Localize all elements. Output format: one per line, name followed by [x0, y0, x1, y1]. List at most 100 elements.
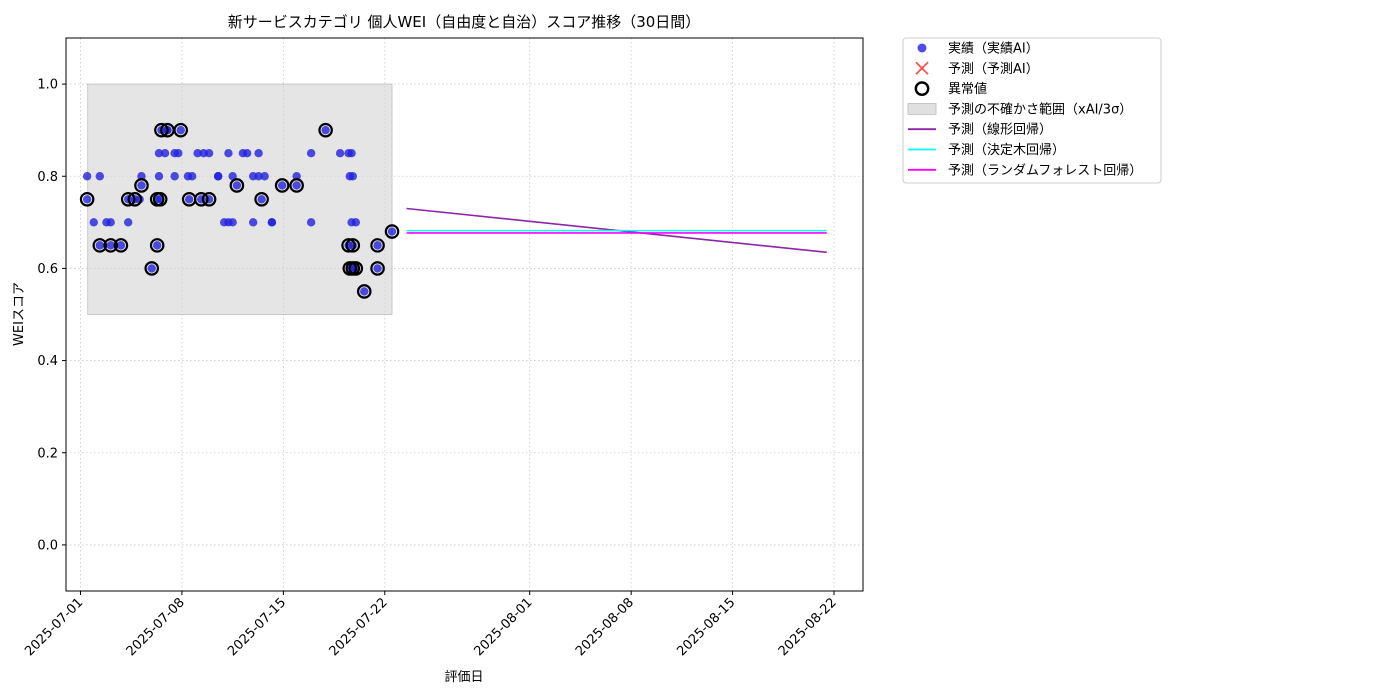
data-point — [204, 149, 214, 158]
x-tick-label: 2025-08-08 — [573, 595, 637, 659]
data-point — [224, 149, 233, 158]
data-point — [335, 149, 345, 158]
plot-frame — [65, 37, 864, 592]
actual-points — [82, 125, 397, 296]
anomaly-marker — [356, 284, 372, 299]
data-point — [116, 241, 126, 250]
y-tick-label: 0.2 — [37, 446, 58, 461]
data-point — [154, 149, 164, 158]
anomaly-marker — [149, 238, 165, 253]
anomaly-marker — [103, 238, 118, 253]
data-point — [174, 149, 183, 158]
anomaly-markers — [79, 122, 400, 299]
data-point — [137, 181, 146, 190]
anomaly-marker — [154, 122, 169, 138]
data-point — [267, 218, 277, 227]
anomaly-marker — [152, 191, 168, 207]
y-axis-label: WEIスコア — [12, 282, 27, 346]
data-point — [82, 172, 92, 181]
anomaly-marker — [289, 178, 304, 193]
legend-label: 予測（決定木回帰） — [948, 142, 1065, 158]
anomaly-marker — [341, 238, 356, 253]
legend-x-stroke — [915, 61, 929, 75]
data-point — [292, 172, 301, 181]
data-point — [176, 125, 185, 135]
data-point — [154, 172, 164, 181]
data-point — [373, 264, 382, 273]
data-point — [248, 218, 258, 227]
x-tick-label: 2025-07-15 — [225, 595, 289, 659]
data-point — [348, 172, 357, 181]
data-point — [95, 241, 105, 250]
data-point — [232, 181, 242, 190]
x-axis-label: 評価日 — [444, 670, 483, 685]
legend-patch-icon — [907, 103, 937, 115]
anomaly-marker — [370, 238, 385, 253]
data-point — [95, 172, 105, 181]
data-point — [257, 195, 266, 204]
data-point — [292, 181, 301, 190]
x-tick-label: 2025-08-01 — [472, 595, 536, 659]
y-tick-label: 0.8 — [37, 170, 58, 185]
y-tick-label: 0.0 — [37, 538, 58, 553]
x-tick-label: 2025-08-22 — [776, 595, 840, 659]
anomaly-marker — [113, 238, 129, 253]
legend-label: 予測（予測AI） — [948, 62, 1039, 77]
anomaly-marker — [345, 238, 361, 253]
legend-label: 予測（ランダムフォレスト回帰） — [948, 162, 1142, 178]
data-point — [360, 287, 369, 296]
data-point — [187, 172, 197, 181]
anomaly-marker — [254, 191, 269, 207]
x-tick-label: 2025-08-15 — [674, 595, 738, 659]
legend-label: 予測の不確かさ範囲（xAI/3σ） — [948, 101, 1132, 117]
plot-border — [65, 37, 864, 592]
legend-label: 予測（線形回帰） — [948, 122, 1052, 138]
data-point — [82, 195, 92, 204]
y-tick-label: 1.0 — [37, 78, 58, 93]
anomaly-marker — [193, 191, 209, 207]
data-point — [137, 172, 146, 181]
data-point — [228, 172, 237, 181]
data-point — [160, 149, 170, 158]
data-point — [254, 149, 263, 158]
legend-label: 実績（実績AI） — [948, 41, 1039, 57]
data-point — [213, 172, 223, 181]
x-axis: 2025-07-01 2025-07-08 2025-07-15 2025-07-22… — [22, 591, 840, 659]
prediction-lines — [406, 207, 827, 254]
data-point — [306, 218, 316, 227]
chart-title: 新サービスカテゴリ 個人WEI（自由度と自治）スコア推移（30日間） — [228, 13, 701, 31]
anomaly-marker — [79, 191, 95, 207]
data-point — [106, 241, 115, 250]
legend-x-icon — [915, 61, 929, 75]
data-point — [228, 218, 237, 227]
anomaly-marker — [370, 261, 385, 276]
anomaly-marker — [229, 178, 245, 193]
data-point — [260, 172, 269, 181]
x-tick-label: 2025-07-22 — [327, 595, 391, 659]
data-point — [254, 172, 263, 181]
data-point — [147, 264, 156, 273]
data-point — [373, 241, 382, 250]
x-tick-label: 2025-07-01 — [22, 595, 86, 659]
data-point — [242, 149, 252, 158]
anomaly-marker — [384, 224, 400, 239]
anomaly-marker — [144, 261, 160, 276]
legend-label: 異常値 — [948, 81, 987, 97]
data-point — [106, 218, 115, 227]
data-point — [193, 149, 202, 158]
data-point — [347, 149, 356, 158]
anomaly-marker — [134, 178, 149, 193]
anomaly-marker — [92, 238, 108, 253]
data-point — [123, 218, 133, 227]
legend-dot-icon — [917, 43, 927, 53]
y-tick-label: 0.4 — [37, 354, 58, 369]
legend-box — [902, 37, 1162, 184]
data-point — [321, 125, 330, 135]
data-point — [277, 181, 287, 190]
data-point — [89, 218, 98, 227]
x-tick-label: 2025-07-08 — [124, 595, 188, 659]
anomaly-marker — [127, 191, 143, 207]
y-axis: 0.0 0.2 0.4 0.6 0.8 1.0 — [37, 78, 66, 553]
